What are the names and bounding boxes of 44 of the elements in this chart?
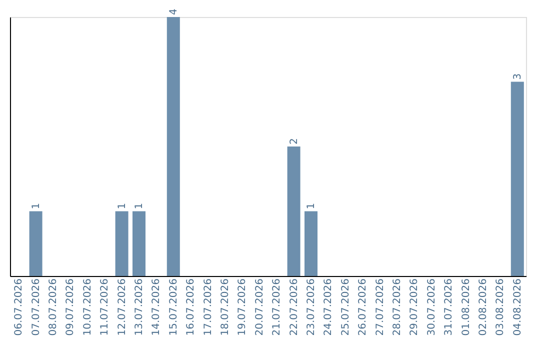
bar	[304, 211, 318, 276]
x-tick-label: 12.07.2026	[116, 278, 128, 336]
x-tick-label: 27.07.2026	[374, 278, 386, 336]
bar	[132, 211, 146, 276]
x-tick-label: 04.08.2026	[512, 278, 524, 336]
x-tick-label: 08.07.2026	[48, 278, 59, 336]
x-tick-label: 15.07.2026	[168, 278, 180, 336]
x-tick-label: 17.07.2026	[202, 278, 214, 336]
data-label: 1	[30, 202, 42, 210]
x-tick-label: 18.07.2026	[220, 278, 231, 336]
data-label: 4	[168, 8, 180, 15]
x-tick-label: 13.07.2026	[134, 278, 145, 336]
x-tick-label: 26.07.2026	[358, 278, 369, 336]
x-tick-label: 29.07.2026	[409, 278, 420, 336]
x-tick-label: 14.07.2026	[151, 278, 162, 336]
x-tick-label: 21.07.2026	[272, 278, 283, 336]
x-tick-label: 09.07.2026	[65, 278, 76, 336]
bar	[510, 82, 524, 276]
bar	[287, 146, 300, 276]
data-label: 2	[288, 138, 300, 144]
x-tick-label: 24.07.2026	[323, 278, 334, 336]
data-label: 1	[116, 202, 128, 210]
data-label: 1	[134, 202, 145, 210]
x-tick-label: 23.07.2026	[306, 278, 317, 336]
x-tick-label: 28.07.2026	[392, 278, 403, 336]
x-tick-label: 20.07.2026	[254, 278, 266, 336]
x-tick-label: 06.07.2026	[14, 278, 25, 336]
x-tick-label: 31.07.2026	[444, 278, 455, 336]
x-tick-label: 02.08.2026	[478, 278, 489, 336]
data-label: 1	[306, 202, 317, 210]
x-tick-label: 01.08.2026	[460, 278, 472, 336]
x-tick-label: 07.07.2026	[30, 278, 42, 336]
x-tick-label: 19.07.2026	[237, 278, 248, 336]
x-tick-label: 30.07.2026	[426, 278, 438, 336]
x-tick-label: 22.07.2026	[288, 278, 300, 336]
x-tick-label: 10.07.2026	[82, 278, 94, 336]
x-tick-label: 03.08.2026	[495, 278, 506, 336]
bar	[166, 17, 180, 276]
data-label: 3	[512, 73, 524, 80]
x-tick-label: 11.07.2026	[100, 278, 111, 336]
bar	[29, 211, 42, 276]
x-tick-label: 16.07.2026	[186, 278, 197, 336]
x-tick-label: 25.07.2026	[340, 278, 352, 336]
bar	[115, 211, 128, 276]
